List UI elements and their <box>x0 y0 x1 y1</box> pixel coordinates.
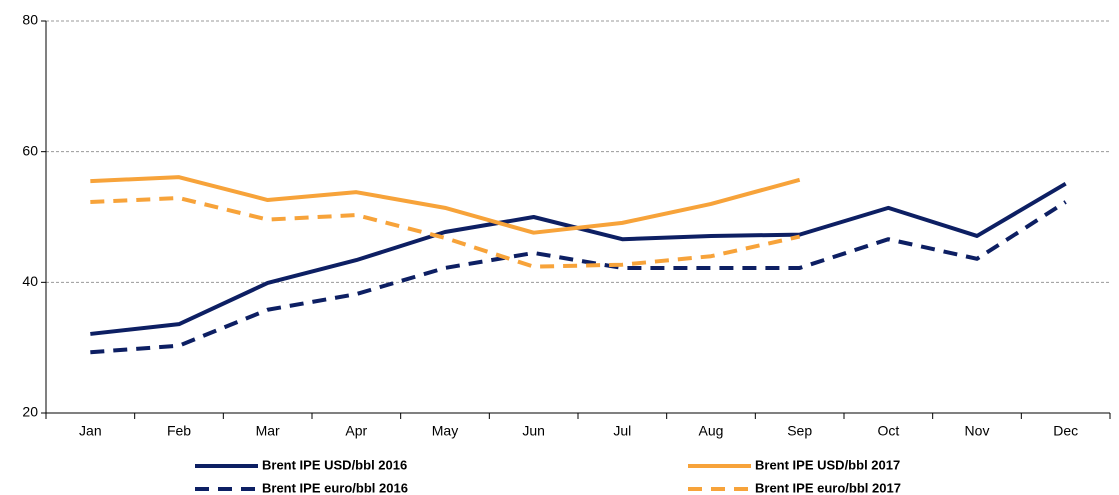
y-tick-label: 60 <box>22 142 38 158</box>
legend-label: Brent IPE euro/bbl 2017 <box>755 480 901 495</box>
x-tick-label: Jan <box>79 423 102 439</box>
series-line <box>90 196 801 269</box>
x-tick-label: Dec <box>1053 423 1078 439</box>
series-line <box>90 175 801 235</box>
x-tick-label: Jul <box>613 423 631 439</box>
y-tick-label: 80 <box>22 12 38 28</box>
series-line <box>90 181 1067 336</box>
x-tick-label: Aug <box>699 423 724 439</box>
legend-label: Brent IPE USD/bbl 2017 <box>755 457 900 472</box>
x-tick-label: Sep <box>787 423 812 439</box>
legend-label: Brent IPE USD/bbl 2016 <box>262 457 407 472</box>
y-tick-label: 40 <box>22 273 38 289</box>
y-tick-label: 20 <box>22 404 38 420</box>
series-line <box>90 200 1067 355</box>
x-tick-label: Mar <box>256 423 280 439</box>
x-tick-label: Apr <box>345 423 367 439</box>
x-tick-label: May <box>432 423 458 439</box>
legend-label: Brent IPE euro/bbl 2016 <box>262 480 408 495</box>
x-tick-label: Jun <box>522 423 545 439</box>
x-tick-label: Oct <box>877 423 899 439</box>
x-tick-label: Feb <box>167 423 191 439</box>
x-tick-label: Nov <box>965 423 990 439</box>
